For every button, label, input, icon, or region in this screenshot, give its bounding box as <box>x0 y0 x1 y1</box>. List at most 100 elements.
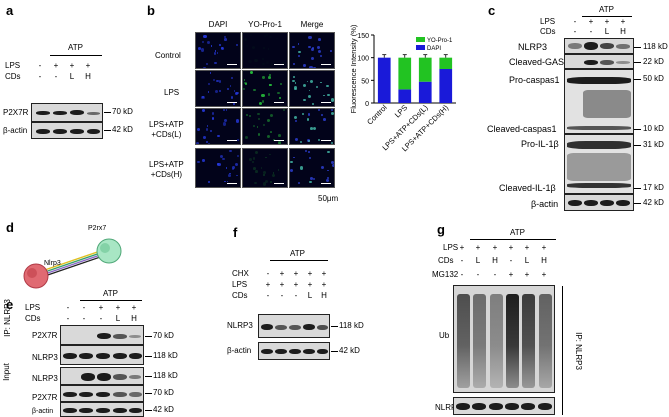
size-marker: 42 kD <box>112 125 133 134</box>
lane-sign: + <box>508 270 514 279</box>
lane-sign: - <box>280 291 284 300</box>
atp-bracket <box>582 16 632 17</box>
blot-label: NLRP3 <box>518 42 548 52</box>
cds-label: CDs <box>232 291 248 300</box>
lane-sign: + <box>321 280 327 289</box>
row-label-control: Control <box>155 51 181 60</box>
blot-il1b <box>564 134 634 194</box>
y-tick-label: 50 <box>361 78 369 85</box>
lane-sign: + <box>459 243 465 252</box>
lane-sign: H <box>321 291 327 300</box>
lane-sign: - <box>54 72 58 81</box>
atp-label: ATP <box>103 289 118 298</box>
size-marker: 70 kD <box>153 331 174 340</box>
blot-label: Ub <box>439 331 450 340</box>
lane-sign: + <box>279 280 285 289</box>
atp-bracket <box>270 260 328 261</box>
y-axis-title: Fluorescence Intensity (%) <box>349 24 358 113</box>
lane-sign: - <box>66 314 70 323</box>
lps-label: LPS <box>232 280 248 289</box>
blot-cleaved-gsdmd <box>564 54 634 69</box>
lane-sign: H <box>620 27 626 36</box>
row-label-lps-atp-cds-h: LPS+ATP +CDs(H) <box>149 160 184 179</box>
blot-label: NLRP3 <box>32 353 58 362</box>
micrograph-tile <box>289 70 335 107</box>
blot-nlrp3 <box>453 397 555 415</box>
lane-sign: H <box>541 256 547 265</box>
size-marker: 42 kD <box>643 198 664 207</box>
ub-smear-lane <box>457 294 470 388</box>
size-marker: 42 kD <box>339 346 360 355</box>
scale-bar <box>227 64 237 65</box>
mg132-label: MG132 <box>432 270 459 279</box>
lane-sign: + <box>279 269 285 278</box>
legend-swatch <box>416 37 425 42</box>
col-header-merge: Merge <box>300 20 324 29</box>
atp-bracket <box>80 300 142 301</box>
string-network <box>23 238 122 289</box>
atp-label: ATP <box>599 5 614 14</box>
lane-sign: + <box>293 280 299 289</box>
ip-divider <box>562 286 563 415</box>
blot-label: β-actin <box>32 408 54 415</box>
lps-label: LPS <box>25 303 41 312</box>
blot-label: β-actin <box>227 346 252 355</box>
blot-beta-actin <box>564 194 634 211</box>
panel-label-f: f <box>233 225 238 240</box>
blot-label: P2X7R <box>32 331 58 340</box>
lps-label: LPS <box>540 17 556 26</box>
atp-label: ATP <box>68 43 83 52</box>
scale-bar <box>227 140 237 141</box>
lane-sign: + <box>293 269 299 278</box>
lane-sign: + <box>604 17 610 26</box>
ub-smear-lane <box>473 294 486 388</box>
blot-label: β-actin <box>531 199 559 209</box>
blot-ub-smear <box>453 285 555 393</box>
lps-label: LPS <box>5 61 21 70</box>
size-marker: 17 kD <box>643 183 664 192</box>
bar-yo-pro-1 <box>398 57 412 90</box>
micrograph-tile <box>195 70 241 107</box>
micrograph-tile <box>195 148 241 188</box>
panel-label-g: g <box>437 222 445 237</box>
size-marker: 118 kD <box>643 42 668 51</box>
lane-sign: + <box>98 303 104 312</box>
size-marker: 70 kD <box>112 107 133 116</box>
size-marker: 31 kD <box>643 140 664 149</box>
blot-label: Pro-IL-1β <box>521 139 559 149</box>
ip-nlrp3-label: IP: NLRP3 <box>574 332 583 370</box>
blot-p2x7r <box>31 103 103 122</box>
blot-label: P2X7R <box>3 108 29 117</box>
bar-yo-pro-1 <box>418 57 432 82</box>
blot-input-p2x7r <box>60 385 144 402</box>
lane-sign: + <box>588 17 594 26</box>
lane-sign: + <box>307 269 313 278</box>
lane-sign: - <box>82 303 86 312</box>
lane-sign: + <box>524 270 530 279</box>
micrograph-tile <box>289 148 335 188</box>
col-header-yopro: YO-Pro-1 <box>248 20 282 29</box>
lane-sign: + <box>131 303 137 312</box>
row-label-lps-atp-cds-l: LPS+ATP +CDs(L) <box>149 120 184 139</box>
scale-bar <box>321 64 331 65</box>
size-marker: 10 kD <box>643 124 664 133</box>
micrograph-tile <box>242 32 288 69</box>
atp-bracket <box>470 239 556 240</box>
blot-label: NLRP3 <box>32 374 58 383</box>
lane-sign: + <box>321 269 327 278</box>
lane-sign: - <box>99 314 103 323</box>
scale-bar <box>274 64 284 65</box>
lane-sign: - <box>294 291 298 300</box>
lane-sign: L <box>307 291 313 300</box>
lane-sign: H <box>131 314 137 323</box>
lane-sign: + <box>524 243 530 252</box>
blot-label: NLRP3 <box>227 321 253 330</box>
lane-sign: - <box>266 269 270 278</box>
ub-smear-lane <box>539 294 552 388</box>
lane-sign: - <box>493 270 497 279</box>
scale-bar <box>321 183 331 184</box>
blot-beta-actin <box>31 122 103 139</box>
bar-dapi <box>398 89 412 103</box>
bar-yo-pro-1 <box>439 57 453 69</box>
